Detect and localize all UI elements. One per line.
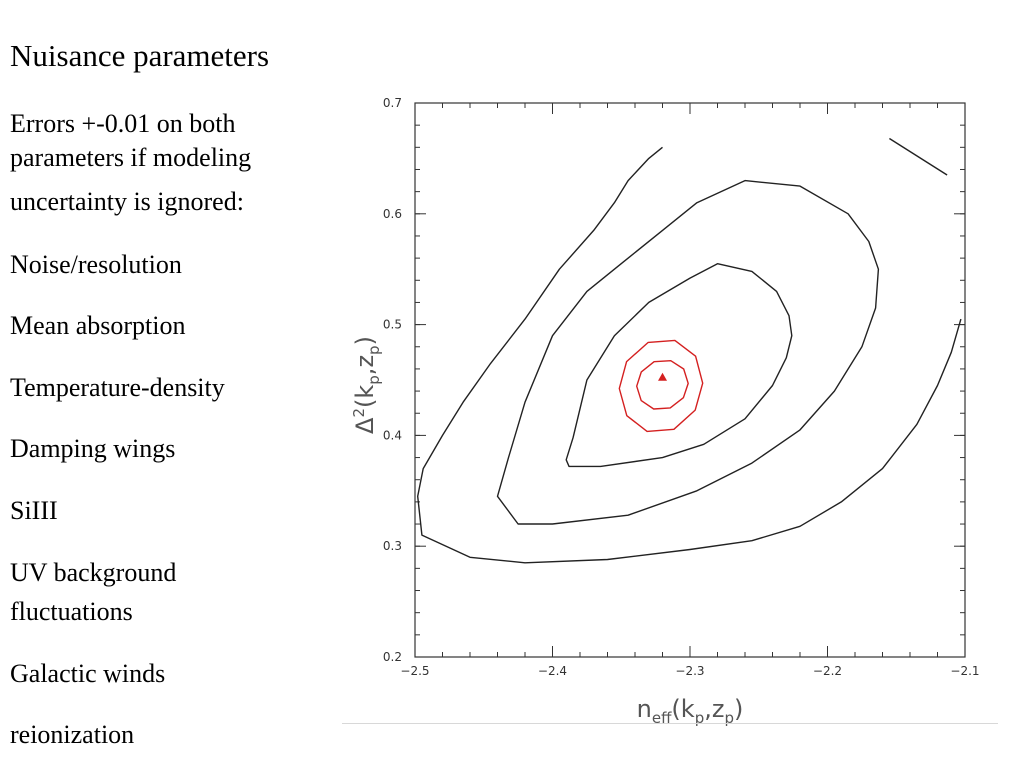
best-fit-marker bbox=[658, 372, 667, 381]
contour-line bbox=[636, 360, 689, 410]
parameter-item: reionization bbox=[10, 720, 135, 749]
y-tick-label: 0.5 bbox=[383, 318, 402, 332]
parameter-item: SiIII bbox=[10, 496, 58, 525]
y-tick-label: 0.7 bbox=[383, 96, 402, 110]
parameter-item: Noise/resolution bbox=[10, 250, 182, 279]
y-tick-label: 0.2 bbox=[383, 650, 402, 664]
contour-line bbox=[417, 146, 962, 564]
y-tick-label: 0.3 bbox=[383, 539, 402, 553]
y-tick-label: 0.6 bbox=[383, 207, 402, 221]
y-tick-label: 0.4 bbox=[383, 428, 402, 442]
intro-line: uncertainty is ignored: bbox=[10, 187, 244, 216]
parameter-item: fluctuations bbox=[10, 597, 133, 626]
intro-line: parameters if modeling bbox=[10, 143, 252, 172]
divider-line bbox=[342, 723, 998, 724]
x-tick-label: −2.2 bbox=[813, 664, 842, 678]
contour-line bbox=[889, 137, 948, 176]
x-tick-label: −2.5 bbox=[400, 664, 429, 678]
contour-line bbox=[618, 339, 704, 433]
parameter-item: UV background bbox=[10, 558, 177, 587]
plot-frame bbox=[414, 102, 966, 658]
slide-title: Nuisance parameters bbox=[10, 38, 270, 73]
parameter-item: Galactic winds bbox=[10, 659, 166, 688]
y-axis-label: Δ2(kp,zp) bbox=[350, 336, 383, 434]
contour-line bbox=[565, 263, 793, 468]
x-tick-label: −2.4 bbox=[538, 664, 567, 678]
parameter-item: Damping wings bbox=[10, 434, 176, 463]
contour-line bbox=[496, 179, 880, 525]
parameter-item: Mean absorption bbox=[10, 311, 186, 340]
intro-line: Errors +-0.01 on both bbox=[10, 109, 236, 138]
x-tick-label: −2.3 bbox=[675, 664, 704, 678]
x-tick-label: −2.1 bbox=[950, 664, 979, 678]
parameter-item: Temperature-density bbox=[10, 373, 225, 402]
